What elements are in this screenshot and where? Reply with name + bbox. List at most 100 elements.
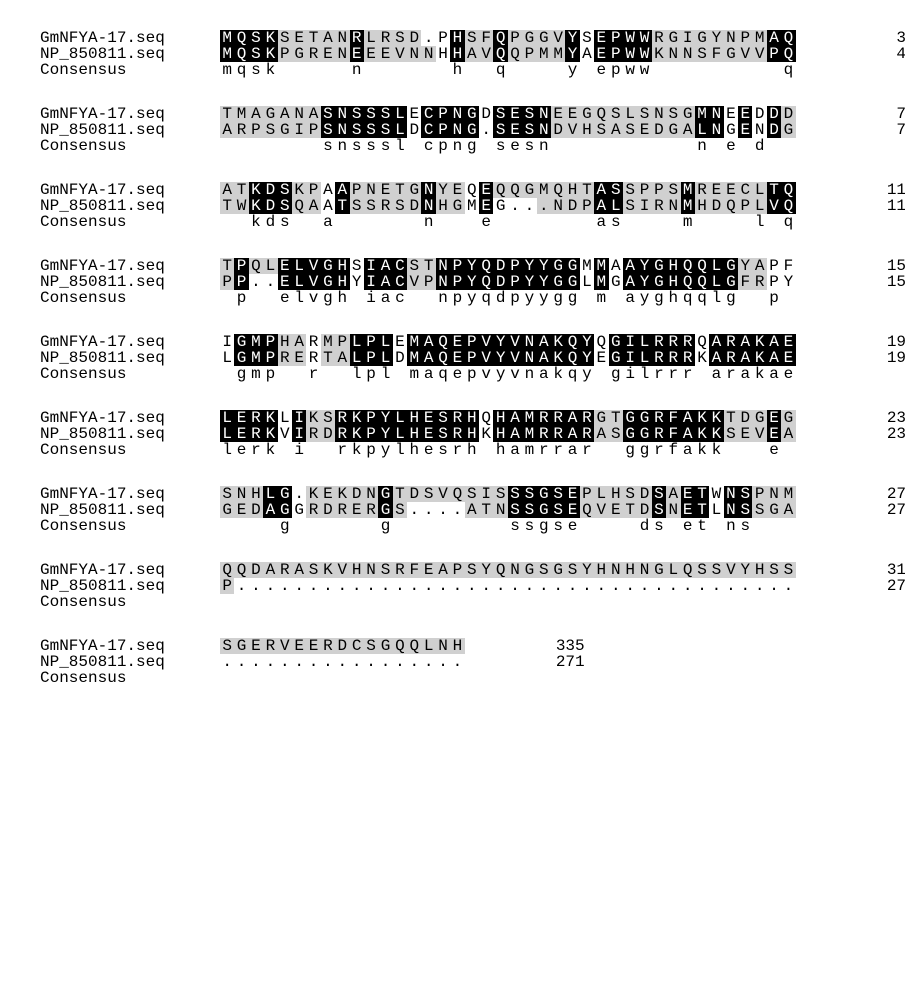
seq1-row: GmNFYA-17.seqSGERVEERDCSGQQLNH335 [40, 638, 865, 654]
seq1-end-position: 335 [465, 638, 585, 654]
seq1-row: GmNFYA-17.seqSNHLG.KEKDNGTDSVQSISSSGSEPL… [40, 486, 865, 502]
seq1-end-position: 79 [796, 106, 905, 122]
consensus-row: Consensus [40, 670, 865, 686]
seq2-row: NP_850811.seqGEDAGGRDRERGS....ATNSSGSEQV… [40, 502, 865, 518]
seq1-end-position: 318 [796, 562, 905, 578]
seq1-row: GmNFYA-17.seqATKDSKPAAPNETGNYEQEQQGMQHTA… [40, 182, 865, 198]
seq1-row: GmNFYA-17.seqTMAGANASNSSSLECPNGDSESNEEGQ… [40, 106, 865, 122]
seq2-end-position: 234 [796, 426, 905, 442]
seq1-label: GmNFYA-17.seq [40, 106, 220, 122]
seq2-label: NP_850811.seq [40, 122, 220, 138]
seq2-label: NP_850811.seq [40, 274, 220, 290]
seq1-residues: TMAGANASNSSSLECPNGDSESNEEGQSLSNSGMNEEDDD [220, 106, 796, 122]
seq2-label: NP_850811.seq [40, 46, 220, 62]
seq2-row: NP_850811.seq.................271 [40, 654, 865, 670]
seq1-residues: LERKLIKSRKPYLHESRHQHAMRRARGTGGRFAKKTDGEG [220, 410, 796, 426]
seq1-residues: SGERVEERDCSGQQLNH [220, 638, 465, 654]
consensus-residues: g g ssgse ds et ns [220, 518, 796, 534]
seq1-end-position: 278 [796, 486, 905, 502]
seq1-row: GmNFYA-17.seqLERKLIKSRKPYLHESRHQHAMRRARG… [40, 410, 865, 426]
seq1-row: GmNFYA-17.seqMQSKSETANRLRSD.PHSFQPGGVYSE… [40, 30, 865, 46]
consensus-row: Consensusmqsk n h q y epww q [40, 62, 865, 78]
seq2-residues: LERKVIRDRKPYLHESRHKHAMRRARASGGRFAKKSEVEA [220, 426, 796, 442]
seq2-row: NP_850811.seqTWKDSQAATSSRSDNHGMEG...NDPA… [40, 198, 865, 214]
consensus-residues [220, 670, 465, 686]
alignment-block: GmNFYA-17.seqTPQLELVGHSIACSTNPYQDPYYGGMM… [40, 258, 865, 306]
seq1-row: GmNFYA-17.seqTPQLELVGHSIACSTNPYQDPYYGGMM… [40, 258, 865, 274]
seq1-label: GmNFYA-17.seq [40, 334, 220, 350]
alignment-block: GmNFYA-17.seqIGMPHARMPLPLEMAQEPVYVNAKQYQ… [40, 334, 865, 382]
seq2-label: NP_850811.seq [40, 350, 220, 366]
seq2-end-position: 194 [796, 350, 905, 366]
seq2-label: NP_850811.seq [40, 502, 220, 518]
consensus-label: Consensus [40, 214, 220, 230]
consensus-residues: kds a n e as m l q [220, 214, 796, 230]
seq2-residues: GEDAGGRDRERGS....ATNSSGSEQVETDSNETLNSSGA [220, 502, 796, 518]
seq2-row: NP_850811.seqLGMPRERTALPLDMAQEPVYVNAKQYE… [40, 350, 865, 366]
consensus-label: Consensus [40, 62, 220, 78]
consensus-residues [220, 594, 796, 610]
seq2-residues: TWKDSQAATSSRSDNHGMEG...NDPALSIRNMHDQPLVQ [220, 198, 796, 214]
consensus-residues: mqsk n h q y epww q [220, 62, 796, 78]
consensus-row: Consensus gmp r lpl maqepvyvnakqy gilrrr… [40, 366, 865, 382]
consensus-label: Consensus [40, 442, 220, 458]
seq2-residues: LGMPRERTALPLDMAQEPVYVNAKQYEGILRRRKARAKAE [220, 350, 796, 366]
seq1-label: GmNFYA-17.seq [40, 486, 220, 502]
consensus-row: Consensus kds a n e as m l q [40, 214, 865, 230]
alignment-block: GmNFYA-17.seqMQSKSETANRLRSD.PHSFQPGGVYSE… [40, 30, 865, 78]
seq2-residues: MQSKPGRENEEEVNNHHAVQQPMMYAEPWWKNNSFGVVPQ [220, 46, 796, 62]
consensus-label: Consensus [40, 366, 220, 382]
seq2-residues: ................. [220, 654, 465, 670]
consensus-row: Consensus snsssl cpng sesn n e d [40, 138, 865, 154]
seq1-end-position: 119 [796, 182, 905, 198]
consensus-residues: lerk i rkpylhesrh hamrrar ggrfakk e [220, 442, 796, 458]
consensus-row: Consensuslerk i rkpylhesrh hamrrar ggrfa… [40, 442, 865, 458]
seq2-end-position: 154 [796, 274, 905, 290]
seq2-residues: ARPSGIPSNSSSLDCPNG.SESNDVHSASEDGALNGENDG [220, 122, 796, 138]
seq2-end-position: 270 [796, 502, 905, 518]
seq1-residues: IGMPHARMPLPLEMAQEPVYVNAKQYQGILRRRQARAKAE [220, 334, 796, 350]
seq1-label: GmNFYA-17.seq [40, 638, 220, 654]
seq1-label: GmNFYA-17.seq [40, 182, 220, 198]
seq2-residues: PP..ELVGHYIACVPNPYQDPYYGGLMGAYGHQQLGFRPY [220, 274, 796, 290]
alignment-block: GmNFYA-17.seqATKDSKPAAPNETGNYEQEQQGMQHTA… [40, 182, 865, 230]
alignment-block: GmNFYA-17.seqSGERVEERDCSGQQLNH335NP_8508… [40, 638, 865, 686]
seq2-label: NP_850811.seq [40, 198, 220, 214]
seq2-residues: P....................................... [220, 578, 796, 594]
alignment-block: GmNFYA-17.seqTMAGANASNSSSLECPNGDSESNEEGQ… [40, 106, 865, 154]
consensus-residues: snsssl cpng sesn n e d [220, 138, 796, 154]
seq1-end-position: 159 [796, 258, 905, 274]
seq1-residues: SNHLG.KEKDNGTDSVQSISSSGSEPLHSDSAETWNSPNM [220, 486, 796, 502]
seq1-residues: MQSKSETANRLRSD.PHSFQPGGVYSEPWWRGIGYNPMAQ [220, 30, 796, 46]
alignment-block: GmNFYA-17.seqLERKLIKSRKPYLHESRHQHAMRRARG… [40, 410, 865, 458]
sequence-alignment: GmNFYA-17.seq MQSKSETANRLRSD.PHSFQPGGVYSE… [40, 30, 865, 686]
consensus-row: Consensus g g ssgse ds et ns [40, 518, 865, 534]
seq1-residues: QQDARASKVHNSRFEAPSYQNGSGSYHNHNGLQSSVYHSS [220, 562, 796, 578]
seq1-row: GmNFYA-17.seqIGMPHARMPLPLEMAQEPVYVNAKQYQ… [40, 334, 865, 350]
seq1-end-position: 239 [796, 410, 905, 426]
seq1-label: GmNFYA-17.seq [40, 410, 220, 426]
seq2-end-position: 79 [796, 122, 905, 138]
seq2-end-position: 116 [796, 198, 905, 214]
seq2-row: NP_850811.seqP..........................… [40, 578, 865, 594]
seq2-label: NP_850811.seq [40, 578, 220, 594]
consensus-residues: gmp r lpl maqepvyvnakqy gilrrr arakae [220, 366, 796, 382]
seq1-end-position: 199 [796, 334, 905, 350]
consensus-label: Consensus [40, 594, 220, 610]
seq2-row: NP_850811.seqLERKVIRDRKPYLHESRHKHAMRRARA… [40, 426, 865, 442]
seq2-row: NP_850811.seqMQSKPGRENEEEVNNHHAVQQPMMYAE… [40, 46, 865, 62]
consensus-label: Consensus [40, 670, 220, 686]
seq2-row: NP_850811.seqPP..ELVGHYIACVPNPYQDPYYGGLM… [40, 274, 865, 290]
seq2-end-position: 271 [465, 654, 585, 670]
seq2-end-position: 40 [796, 46, 905, 62]
seq1-label: GmNFYA-17.seq [40, 562, 220, 578]
consensus-label: Consensus [40, 290, 220, 306]
consensus-label: Consensus [40, 138, 220, 154]
seq2-end-position: 271 [796, 578, 905, 594]
alignment-block: GmNFYA-17.seqQQDARASKVHNSRFEAPSYQNGSGSYH… [40, 562, 865, 610]
alignment-block: GmNFYA-17.seqSNHLG.KEKDNGTDSVQSISSSGSEPL… [40, 486, 865, 534]
seq1-row: GmNFYA-17.seqQQDARASKVHNSRFEAPSYQNGSGSYH… [40, 562, 865, 578]
seq2-label: NP_850811.seq [40, 426, 220, 442]
consensus-residues: p elvgh iac npyqdpyygg m ayghqqlg p [220, 290, 796, 306]
seq2-label: NP_850811.seq [40, 654, 220, 670]
